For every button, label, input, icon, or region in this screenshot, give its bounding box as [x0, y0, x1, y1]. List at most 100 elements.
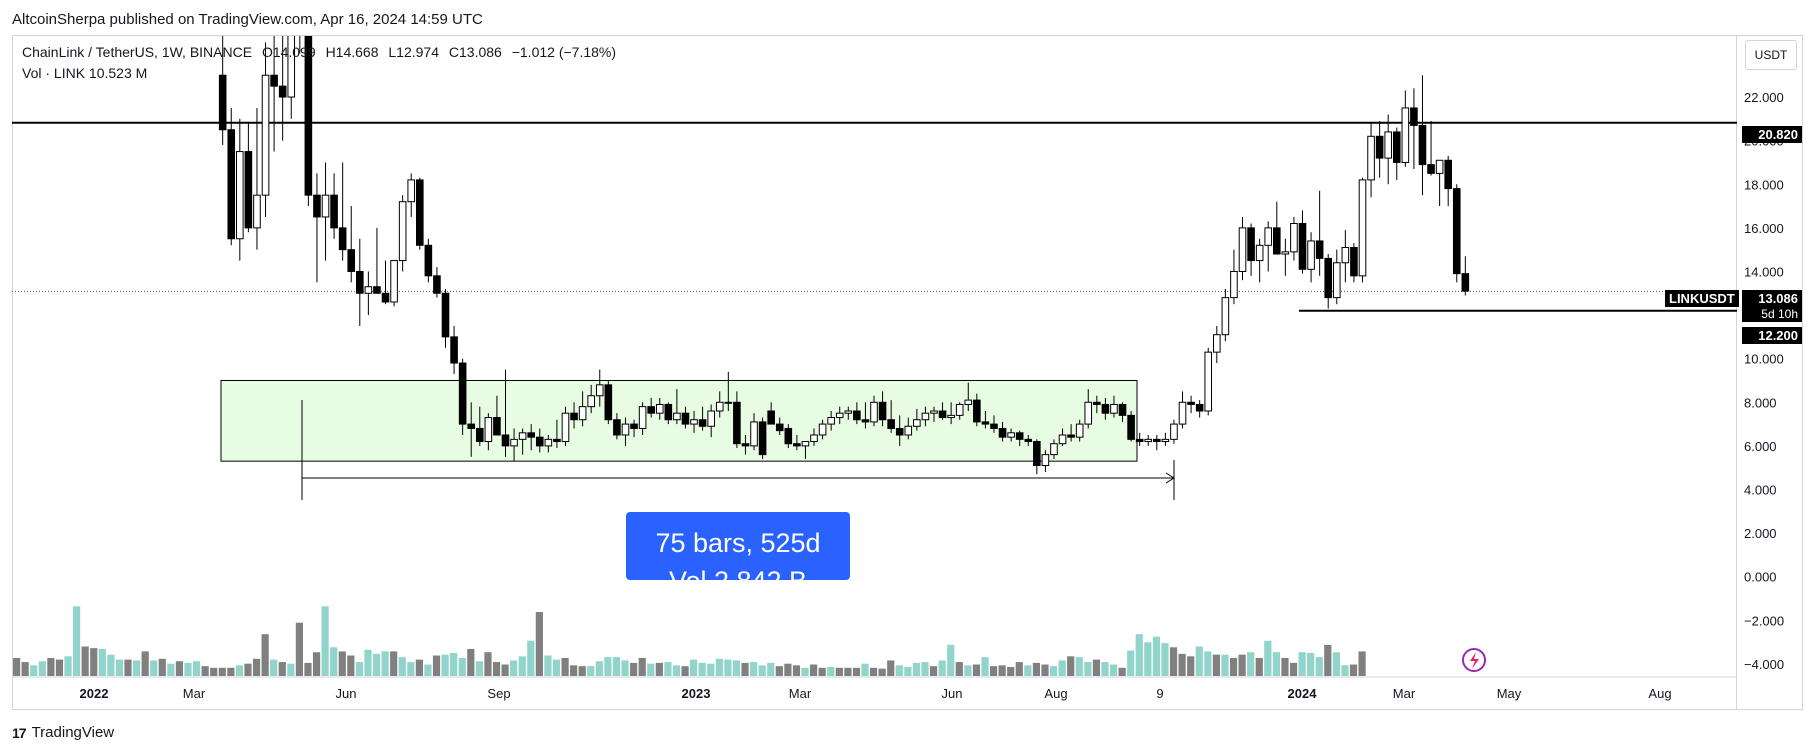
candle-body — [321, 194, 330, 218]
candle-body — [655, 403, 664, 414]
volume-bar — [201, 666, 209, 676]
candle-body — [1281, 251, 1290, 255]
candle-body — [1410, 107, 1418, 126]
volume-bar — [398, 657, 406, 676]
legend-low: L12.974 — [388, 44, 439, 60]
volume-bar — [672, 665, 681, 676]
candle-body — [278, 85, 287, 98]
candle-body — [441, 292, 450, 338]
volume-bar — [1024, 665, 1032, 676]
candle-body — [1255, 244, 1264, 262]
countdown-tag: 5d 10h — [1742, 306, 1802, 322]
candle-body — [347, 249, 356, 272]
candle-body — [244, 151, 253, 229]
volume-bar — [467, 648, 475, 676]
time-axis-label: 2023 — [682, 686, 711, 701]
candle-body — [364, 286, 373, 294]
volume-bar — [664, 662, 672, 676]
volume-bar — [167, 663, 175, 676]
volume-bar — [929, 666, 938, 676]
candle-body — [1307, 240, 1315, 270]
candle-body — [1315, 240, 1324, 259]
price-axis-label: 4.000 — [1744, 482, 1777, 497]
volume-bar — [989, 666, 998, 676]
candle-body — [1461, 273, 1470, 292]
price-axis-label: 18.000 — [1744, 177, 1784, 192]
volume-bar — [775, 666, 783, 676]
volume-bar — [1075, 657, 1083, 676]
volume-bar — [1341, 665, 1349, 676]
volume-bar — [90, 648, 98, 676]
measure-bars-line: 75 bars, 525d — [655, 528, 821, 558]
volume-bar — [981, 657, 989, 676]
candle-body — [1007, 432, 1015, 438]
time-axis-label: 2022 — [80, 686, 109, 701]
volume-bar — [1118, 667, 1126, 676]
volume-bar — [47, 657, 55, 676]
volume-bar — [1332, 652, 1340, 676]
volume-bar — [184, 662, 192, 676]
volume-bar — [1178, 653, 1186, 676]
volume-bar — [647, 663, 655, 676]
volume-bar — [1212, 654, 1220, 676]
volume-bar — [1221, 654, 1229, 676]
candle-body — [1015, 432, 1024, 440]
candle-body — [1392, 131, 1401, 163]
symbol-legend[interactable]: ChainLink / TetherUS, 1W, BINANCE O14.09… — [22, 44, 622, 60]
candle-body — [535, 436, 544, 447]
volume-bar — [441, 654, 449, 676]
volume-bar — [407, 662, 415, 676]
footer-brand[interactable]: 17 TradingView — [12, 724, 114, 741]
volume-bar — [424, 664, 432, 676]
volume-bar — [501, 664, 509, 676]
candle-body — [415, 179, 424, 246]
volume-bar — [338, 651, 346, 676]
symbol-tag: LINKUSDT — [1665, 290, 1739, 307]
volume-bar — [1101, 662, 1109, 676]
candle-body — [973, 399, 981, 423]
candle-body — [1093, 401, 1101, 405]
volume-bar — [655, 662, 663, 676]
volume-bar — [801, 667, 809, 676]
volume-bar — [698, 662, 706, 676]
candle-body — [1272, 227, 1281, 255]
candle-body — [1358, 179, 1367, 277]
currency-button[interactable]: USDT — [1745, 40, 1797, 70]
time-axis-label: 2024 — [1288, 686, 1318, 701]
candle-body — [484, 417, 493, 443]
volume-bar — [244, 663, 252, 676]
volume-bar — [527, 640, 535, 676]
volume-bar — [1204, 651, 1212, 676]
candle-body — [356, 270, 364, 294]
candle-body — [1041, 454, 1050, 467]
candle-body — [1384, 131, 1393, 159]
candle-body — [1067, 434, 1075, 438]
volume-bar — [1238, 654, 1246, 676]
volume-bar — [64, 656, 72, 676]
volume-bar — [638, 657, 646, 676]
candle-body — [673, 412, 681, 421]
candle-body — [921, 412, 930, 421]
legend-symbol[interactable]: ChainLink / TetherUS, 1W, BINANCE — [22, 44, 253, 60]
candle-body — [784, 427, 793, 445]
volume-bar — [1349, 664, 1358, 676]
volume-bar — [1247, 652, 1255, 676]
volume-bar — [124, 659, 132, 676]
candle-body — [313, 194, 321, 218]
candle-body — [595, 384, 604, 397]
volume-bar — [1135, 634, 1143, 676]
time-axis-label: 9 — [1156, 686, 1163, 701]
candle-body — [587, 395, 595, 408]
last-price-tag: 13.086 — [1742, 290, 1802, 306]
candle-body — [930, 410, 938, 414]
candle-body — [261, 74, 270, 196]
candle-body — [981, 421, 990, 425]
candle-body — [630, 423, 638, 429]
legend-high: H14.668 — [325, 44, 379, 60]
volume-legend[interactable]: Vol · LINK 10.523 M — [22, 65, 148, 81]
time-axis-label: Sep — [487, 686, 510, 701]
volume-bar — [852, 667, 861, 676]
legend-close: C13.086 — [448, 44, 502, 60]
candle-body — [330, 194, 338, 229]
